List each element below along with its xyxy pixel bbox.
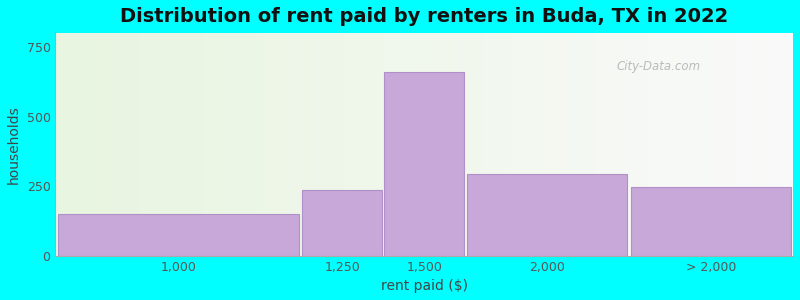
Bar: [58, 214, 299, 256]
Bar: [467, 174, 627, 256]
Bar: [630, 188, 791, 256]
Text: City-Data.com: City-Data.com: [616, 60, 700, 73]
Bar: [384, 72, 464, 256]
Title: Distribution of rent paid by renters in Buda, TX in 2022: Distribution of rent paid by renters in …: [120, 7, 728, 26]
Bar: [302, 190, 382, 256]
X-axis label: rent paid ($): rent paid ($): [381, 279, 468, 293]
Y-axis label: households: households: [7, 105, 21, 184]
